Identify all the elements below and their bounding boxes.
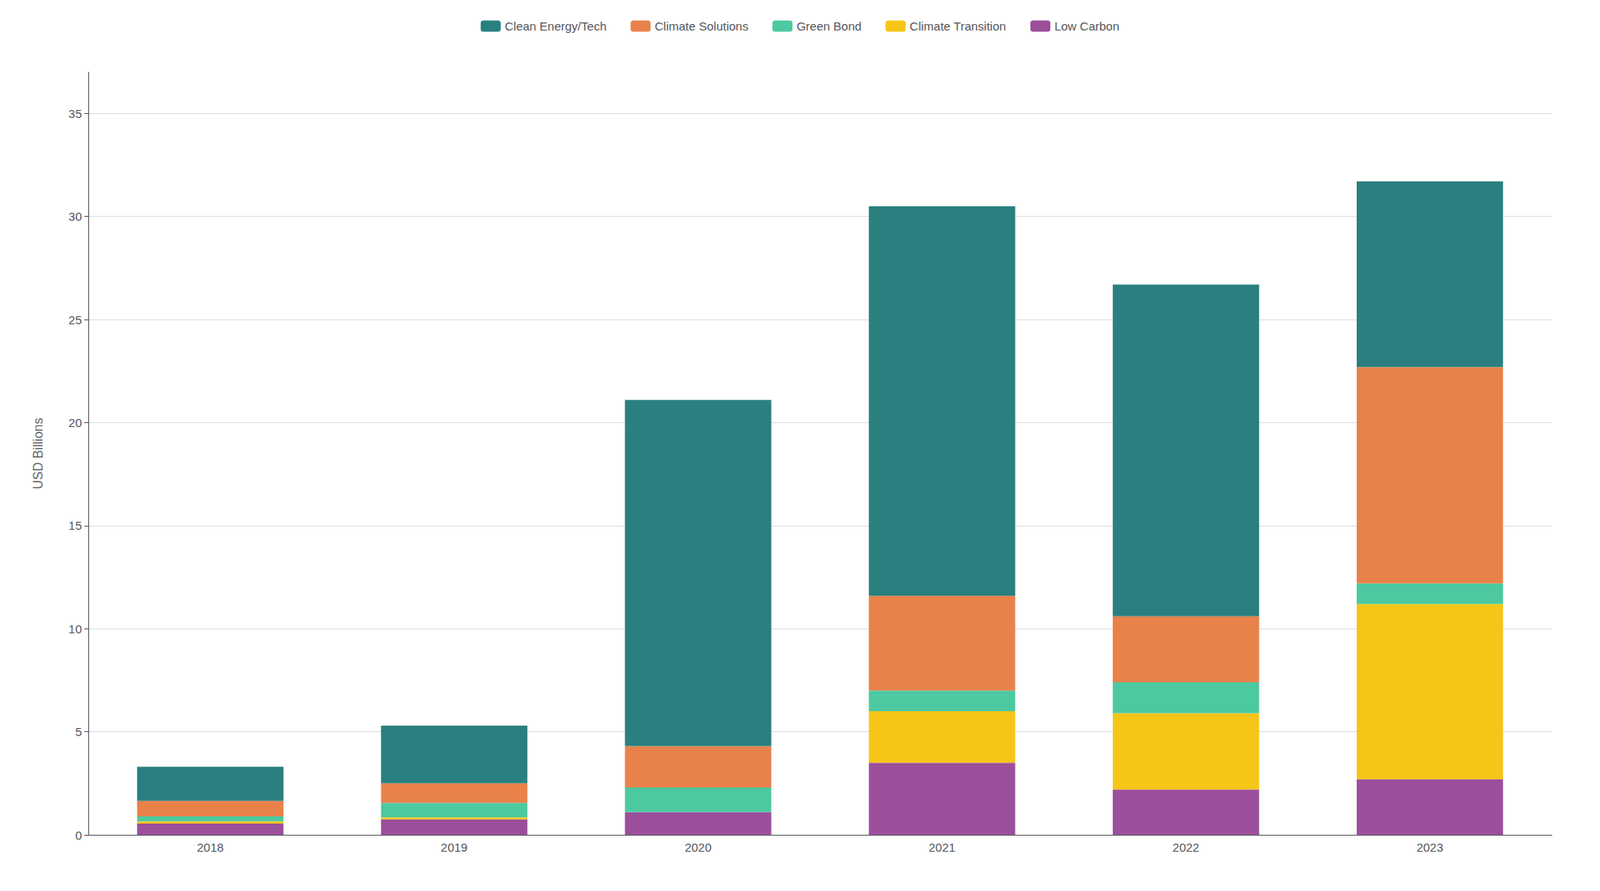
svg-text:20: 20 (68, 415, 82, 430)
svg-text:USD Billions: USD Billions (31, 418, 45, 490)
svg-text:2020: 2020 (684, 840, 712, 855)
svg-text:2022: 2022 (1172, 840, 1200, 855)
svg-text:5: 5 (75, 724, 82, 739)
svg-text:Climate Transition: Climate Transition (909, 19, 1006, 33)
svg-text:2021: 2021 (928, 840, 956, 855)
svg-text:10: 10 (68, 622, 82, 636)
svg-text:0: 0 (75, 828, 82, 843)
svg-text:30: 30 (68, 209, 82, 224)
svg-text:Clean Energy/Tech: Clean Energy/Tech (504, 19, 607, 33)
svg-text:2023: 2023 (1416, 840, 1443, 855)
svg-text:2018: 2018 (196, 840, 224, 855)
svg-text:Climate Solutions: Climate Solutions (654, 19, 749, 33)
svg-text:15: 15 (68, 518, 82, 533)
svg-text:Low Carbon: Low Carbon (1054, 19, 1120, 33)
svg-text:2019: 2019 (440, 840, 468, 855)
svg-text:35: 35 (68, 106, 82, 121)
svg-text:25: 25 (68, 313, 82, 327)
svg-text:Green Bond: Green Bond (796, 19, 862, 33)
